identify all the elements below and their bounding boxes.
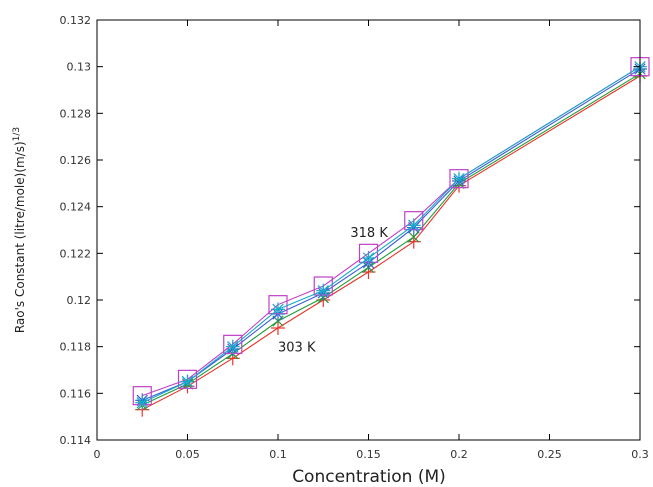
y-tick-label: 0.118 — [60, 341, 92, 354]
annotation-303k: 303 K — [278, 340, 316, 355]
x-tick-label: 0.3 — [631, 448, 649, 461]
y-tick-label: 0.126 — [60, 154, 92, 167]
y-tick-label: 0.13 — [67, 61, 92, 74]
y-tick-label: 0.116 — [60, 387, 92, 400]
data-point — [316, 283, 331, 298]
x-tick-label: 0.25 — [537, 448, 562, 461]
x-tick-label: 0.15 — [356, 448, 381, 461]
y-tick-label: 0.128 — [60, 107, 92, 120]
x-tick-label: 0 — [94, 448, 101, 461]
data-point — [452, 171, 466, 186]
y-tick-label: 0.124 — [60, 201, 92, 214]
x-tick-label: 0.05 — [175, 448, 200, 461]
data-point — [408, 231, 420, 243]
y-axis-title-main: Rao's Constant (litre/mole)(m/s) — [13, 141, 27, 333]
ticks-layer — [96, 19, 641, 441]
y-axis-title: Rao's Constant (litre/mole)(m/s)1/3 — [12, 127, 27, 333]
y-axis-title-superscript: 1/3 — [12, 127, 22, 141]
x-axis-title: Concentration (M) — [292, 467, 446, 487]
data-point — [180, 374, 195, 389]
data-point — [271, 321, 285, 335]
data-point — [135, 395, 150, 410]
x-tick-label: 0.1 — [269, 448, 287, 461]
y-tick-label: 0.132 — [60, 14, 92, 27]
data-point — [271, 302, 285, 317]
y-tick-label: 0.122 — [60, 247, 92, 260]
data-point — [449, 169, 469, 189]
data-point — [225, 339, 240, 354]
y-tick-label: 0.114 — [60, 434, 92, 447]
data-point — [406, 218, 421, 233]
annotation-318k: 318 K — [350, 226, 388, 241]
y-tick-label: 0.12 — [67, 294, 92, 307]
data-point — [361, 251, 376, 265]
labels-layer: 0 0.05 0.1 0.15 0.2 0.25 0.3 0.114 0.116 0.118 0.1… — [60, 14, 649, 461]
x-tick-label: 0.2 — [450, 448, 468, 461]
